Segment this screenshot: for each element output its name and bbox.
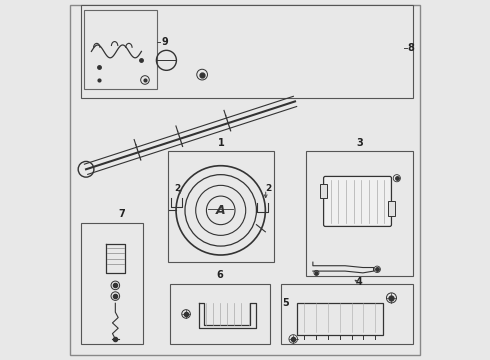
Text: 7: 7 xyxy=(119,209,125,219)
Text: A: A xyxy=(216,204,225,217)
Bar xyxy=(84,10,157,89)
Text: 9: 9 xyxy=(161,37,168,48)
Bar xyxy=(81,5,413,98)
Text: 4: 4 xyxy=(356,277,363,287)
Text: 3: 3 xyxy=(356,138,363,148)
Text: 2: 2 xyxy=(174,184,180,193)
Text: 1: 1 xyxy=(219,138,225,148)
Bar xyxy=(388,202,395,216)
Text: 5: 5 xyxy=(283,298,290,308)
Text: 8: 8 xyxy=(408,43,415,53)
Bar xyxy=(306,152,413,276)
Bar xyxy=(170,284,270,344)
Bar xyxy=(281,284,413,344)
Bar xyxy=(81,223,143,344)
Text: 2: 2 xyxy=(265,184,271,193)
Bar xyxy=(320,184,327,198)
Bar xyxy=(168,152,273,262)
Bar xyxy=(297,303,383,336)
Polygon shape xyxy=(313,262,373,273)
Text: 6: 6 xyxy=(217,270,223,280)
FancyBboxPatch shape xyxy=(323,176,392,226)
